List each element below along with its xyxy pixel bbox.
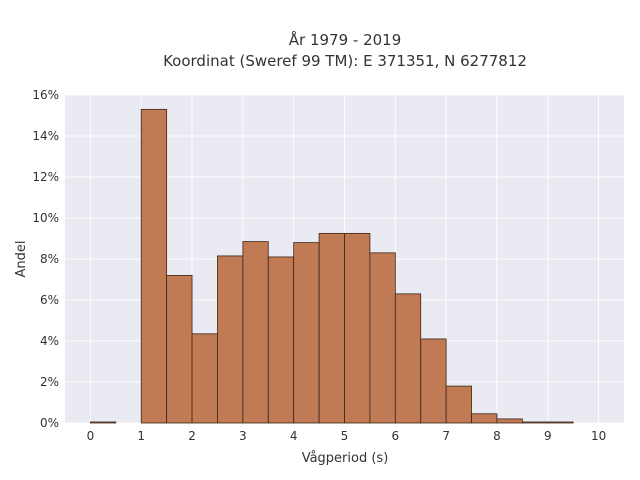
- x-tick-label-6: 6: [391, 429, 399, 443]
- y-axis-ticks: 0% 2% 4% 6% 8% 10% 12% 14% 16%: [32, 88, 59, 430]
- x-tick-label-0: 0: [87, 429, 95, 443]
- x-tick-label-8: 8: [493, 429, 501, 443]
- histogram-bar-11: [369, 252, 396, 424]
- y-axis-label: Andel: [14, 241, 29, 278]
- histogram-bar-4: [191, 333, 218, 424]
- x-tick-label-1: 1: [137, 429, 145, 443]
- x-tick-label-3: 3: [239, 429, 247, 443]
- x-tick-label-10: 10: [591, 429, 606, 443]
- histogram-bar-9: [318, 232, 345, 424]
- x-axis-label: Vågperiod (s): [302, 451, 389, 466]
- y-tick-label-3: 6%: [40, 293, 59, 307]
- histogram-bar-6: [242, 241, 269, 424]
- y-tick-label-8: 16%: [32, 88, 59, 102]
- x-tick-label-9: 9: [544, 429, 552, 443]
- x-tick-label-7: 7: [442, 429, 450, 443]
- histogram-bar-12: [394, 293, 422, 424]
- histogram-bar-13: [420, 338, 447, 424]
- chart-title-line2: Koordinat (Sweref 99 TM): E 371351, N 62…: [163, 52, 527, 70]
- x-tick-label-4: 4: [290, 429, 298, 443]
- x-tick-label-2: 2: [188, 429, 196, 443]
- histogram-bar-7: [267, 256, 295, 424]
- y-tick-label-4: 8%: [40, 252, 59, 266]
- histogram-bar-2: [140, 108, 168, 424]
- histogram-bar-17: [521, 421, 549, 424]
- y-tick-label-6: 12%: [32, 170, 59, 184]
- y-tick-label-5: 10%: [32, 211, 59, 225]
- y-tick-label-2: 4%: [40, 334, 59, 348]
- x-axis-ticks: 0 1 2 3 4 5 6 7 8 9 10: [87, 429, 607, 443]
- histogram-bar-5: [217, 255, 244, 424]
- histogram-bar-18: [547, 421, 574, 424]
- chart-title-line1: År 1979 - 2019: [289, 30, 402, 49]
- y-tick-label-7: 14%: [32, 129, 59, 143]
- histogram-bar-16: [496, 418, 523, 424]
- y-tick-label-0: 0%: [40, 416, 59, 430]
- y-tick-label-1: 2%: [40, 375, 59, 389]
- histogram-bar-10: [344, 232, 371, 424]
- histogram-bar-15: [471, 413, 498, 424]
- histogram-bar-8: [293, 242, 320, 424]
- histogram-bar-0: [90, 421, 117, 424]
- x-tick-label-5: 5: [341, 429, 349, 443]
- bars-group: [90, 108, 574, 424]
- histogram-bar-14: [445, 385, 472, 424]
- histogram-bar-3: [166, 274, 193, 424]
